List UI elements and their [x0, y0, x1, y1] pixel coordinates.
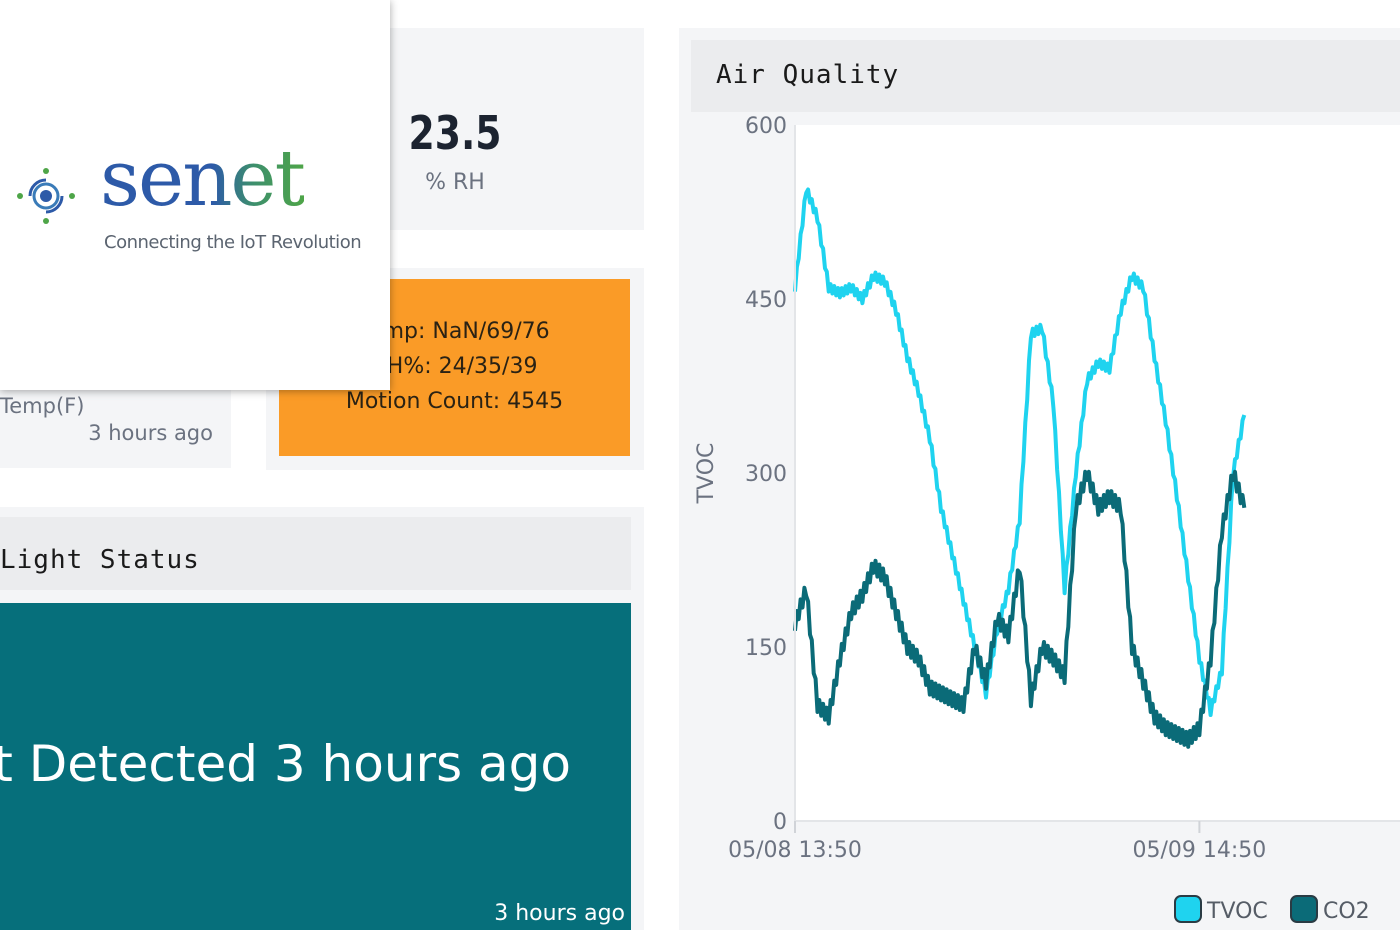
humidity-unit: % RH — [425, 170, 485, 195]
y-tick-label: 0 — [773, 810, 787, 835]
logo-wordmark-text: senet — [100, 134, 306, 224]
light-status-message: Light Detected 3 hours ago — [0, 735, 571, 793]
legend-label-co2: CO2 — [1323, 899, 1370, 924]
light-status-title: Light Status — [0, 545, 200, 575]
summary-motion-line: Motion Count: 4545 — [345, 389, 564, 414]
humidity-card: 23.5 % RH — [390, 28, 644, 230]
y-tick-label: 600 — [745, 114, 787, 139]
legend-swatch-co2 — [1290, 895, 1318, 923]
legend-swatch-tvoc — [1174, 895, 1202, 923]
logo-tagline: Connecting the IoT Revolution — [104, 232, 362, 253]
air-quality-card: Air Quality 0 150 300 450 600 TVOC 05/08 13:50… — [679, 28, 1400, 930]
summary-temp-line: Temp: NaN/69/76 — [359, 319, 550, 344]
series-line-co2 — [793, 469, 1247, 749]
x-tick-label: 05/09 14:50 — [1133, 838, 1267, 863]
x-tick-label: 05/08 13:50 — [728, 838, 862, 863]
series-line-tvoc — [793, 187, 1247, 717]
light-status-header: Light Status — [0, 517, 631, 590]
light-status-body: Light Detected 3 hours ago 3 hours ago — [0, 603, 631, 930]
temp-label: Temp(F) — [0, 394, 85, 418]
y-tick-label: 300 — [745, 462, 787, 487]
light-status-timestamp: 3 hours ago — [494, 901, 625, 926]
y-tick-label: 450 — [745, 288, 787, 313]
legend-label-tvoc: TVOC — [1206, 899, 1268, 924]
logo-wordmark: senet — [100, 140, 306, 218]
air-quality-header: Air Quality — [691, 40, 1400, 112]
humidity-value: 23.5 — [408, 106, 502, 160]
senet-signal-icon — [17, 168, 75, 224]
plot-area — [795, 125, 1400, 821]
summary-rh-line: RH%: 24/35/39 — [371, 354, 538, 379]
y-axis-label: TVOC — [694, 443, 719, 505]
air-quality-title: Air Quality — [716, 60, 900, 90]
y-tick-label: 150 — [745, 636, 787, 661]
temp-timestamp: 3 hours ago — [88, 421, 213, 445]
light-status-card: Light Status Light Detected 3 hours ago … — [0, 507, 644, 930]
logo-panel: senet Connecting the IoT Revolution — [0, 0, 390, 390]
